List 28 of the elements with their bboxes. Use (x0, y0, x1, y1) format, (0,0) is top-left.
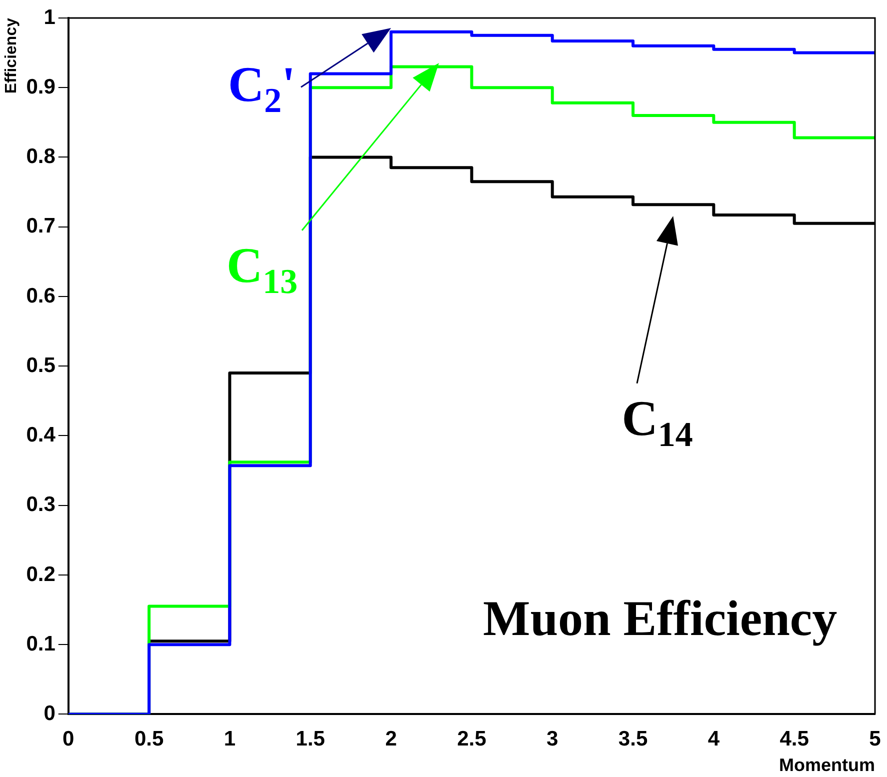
y-tick-label: 0.4 (26, 424, 56, 447)
x-tick-label: 4.5 (780, 728, 810, 751)
x-tick-label: 3 (546, 728, 558, 751)
y-axis-title: Efficiency (3, 18, 20, 94)
series-label: C$_{2}$' (228, 54, 296, 121)
text: Muon Efficiency (483, 589, 838, 648)
y-tick-label: 0.3 (26, 493, 56, 516)
series-label: C$_{13}$ (226, 236, 298, 302)
y-tick-label: 0.9 (26, 75, 56, 98)
x-tick-label: 1 (224, 728, 236, 751)
x-tick-label: 2.5 (457, 728, 487, 751)
y-tick-label: 0.8 (26, 145, 56, 168)
y-tick-label: 0 (44, 702, 56, 725)
x-tick-label: 4 (708, 728, 720, 751)
x-tick-label: 5 (869, 728, 882, 751)
x-tick-label: 0.5 (134, 728, 164, 751)
y-tick-label: 1 (44, 6, 56, 29)
x-tick-label: 3.5 (618, 728, 648, 751)
x-axis-title: Momentum (779, 755, 875, 776)
x-tick-label: 2 (385, 728, 397, 751)
y-tick-label: 0.1 (26, 632, 56, 656)
y-tick-label: 0.2 (26, 562, 56, 586)
x-tick-label: 0 (62, 728, 74, 751)
y-tick-label: 0.7 (26, 214, 56, 238)
text: C$_{14}$ (622, 388, 693, 455)
y-tick-label: 0.5 (26, 354, 56, 377)
x-tick-label: 1.5 (296, 728, 326, 751)
y-tick-label: 0.6 (26, 284, 56, 308)
